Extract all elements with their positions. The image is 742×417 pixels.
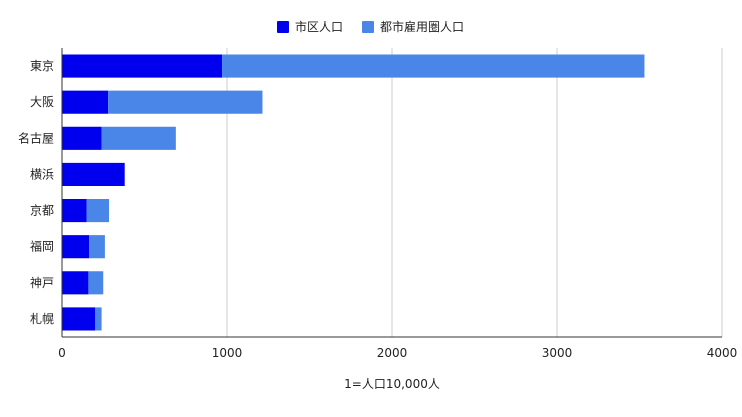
- category-label: 名古屋: [18, 130, 54, 145]
- legend-swatch: [362, 21, 374, 33]
- bar-segment-京都-series1: [86, 199, 110, 223]
- bar-segment-神戸-series0: [62, 271, 89, 295]
- x-axis-title: 1=人口10,000人: [344, 377, 440, 391]
- category-label: 東京: [30, 59, 54, 73]
- legend-label: 都市雇用圏人口: [380, 19, 464, 34]
- bars: [62, 54, 645, 331]
- bar-segment-札幌-series1: [95, 307, 102, 331]
- category-label: 大阪: [30, 95, 54, 109]
- bar-segment-京都-series0: [62, 199, 87, 223]
- axes: [61, 48, 722, 338]
- legend-label: 市区人口: [295, 19, 343, 34]
- category-label: 横浜: [30, 167, 54, 181]
- bar-segment-横浜-series0: [62, 162, 125, 186]
- bar-segment-大阪-series0: [62, 90, 109, 114]
- bar-segment-名古屋-series0: [62, 126, 102, 150]
- x-tick-label: 0: [58, 346, 66, 360]
- category-label: 福岡: [30, 239, 54, 254]
- x-tick-label: 3000: [542, 346, 573, 360]
- gridlines: [226, 48, 723, 337]
- legend-swatch: [277, 21, 289, 33]
- bar-segment-東京-series1: [222, 54, 645, 78]
- x-tick-label: 1000: [212, 346, 243, 360]
- bar-segment-福岡-series0: [62, 235, 90, 259]
- category-label: 札幌: [30, 311, 54, 326]
- category-label: 京都: [30, 204, 54, 218]
- category-label: 神戸: [30, 276, 54, 290]
- bar-segment-札幌-series0: [62, 307, 95, 331]
- bar-segment-大阪-series1: [108, 90, 263, 114]
- bar-segment-名古屋-series1: [101, 126, 176, 150]
- bar-segment-神戸-series1: [88, 271, 104, 295]
- x-tick-label: 4000: [707, 346, 738, 360]
- bar-segment-東京-series0: [62, 54, 223, 78]
- bar-segment-福岡-series1: [89, 235, 105, 259]
- legend: 市区人口 都市雇用圏人口: [277, 19, 464, 34]
- x-tick-labels: 0 1000 2000 3000 4000: [58, 346, 737, 360]
- x-tick-label: 2000: [377, 346, 408, 360]
